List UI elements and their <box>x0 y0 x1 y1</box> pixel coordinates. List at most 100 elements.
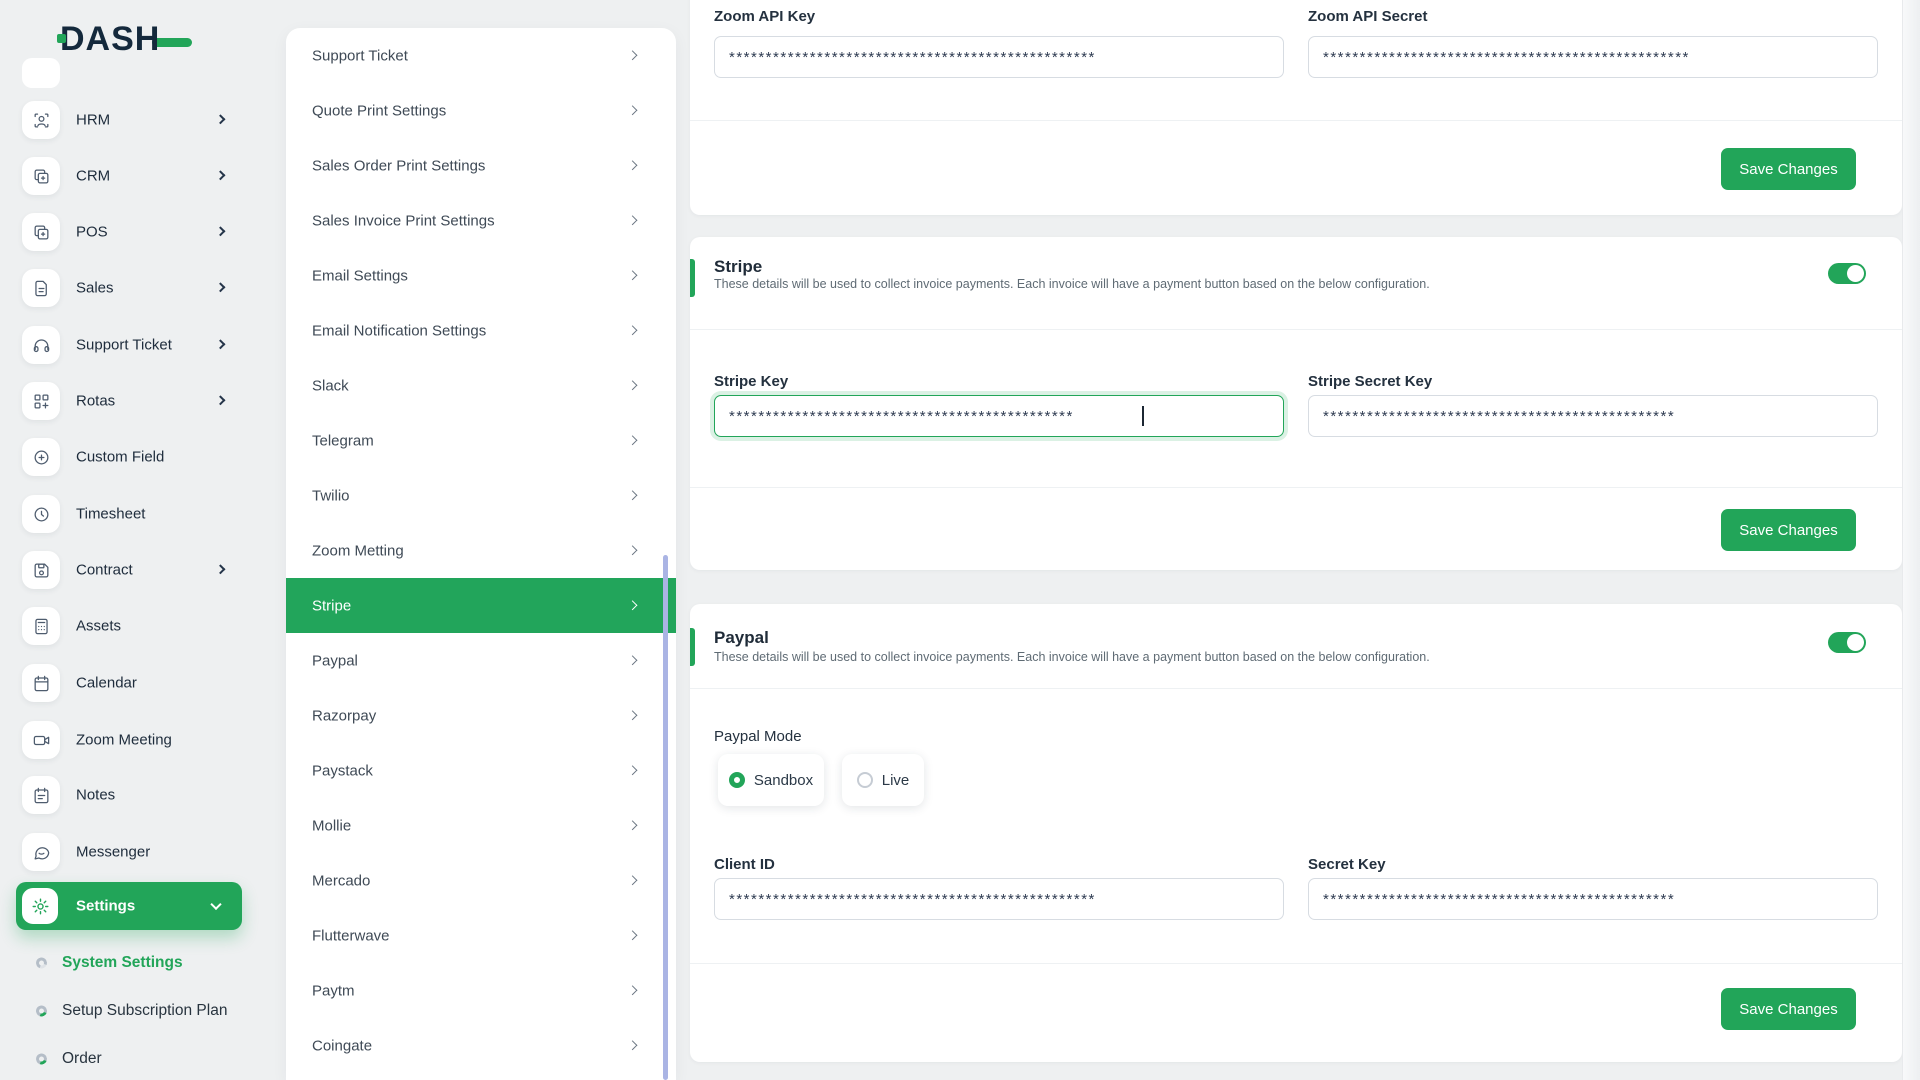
sidebar-item-pos[interactable]: POS <box>0 204 250 260</box>
divider <box>690 329 1902 330</box>
stripe-key-label: Stripe Key <box>714 373 789 390</box>
document-icon <box>22 269 60 307</box>
secret-key-label: Secret Key <box>1308 856 1386 873</box>
sidebar-subitem-label: Order <box>62 1050 102 1067</box>
chevron-right-icon <box>215 170 226 181</box>
video-camera-icon <box>22 721 60 759</box>
page-scrollbar[interactable] <box>1902 0 1920 1080</box>
radio-label: Live <box>881 771 910 789</box>
sidebar-item-support-ticket[interactable]: Support Ticket <box>0 317 250 373</box>
chevron-right-icon <box>627 599 638 610</box>
chevron-right-icon <box>627 104 638 115</box>
stripe-enabled-toggle[interactable] <box>1828 263 1866 284</box>
sidebar-item-label: Zoom Meeting <box>76 731 172 749</box>
sidebar-item-crm[interactable]: CRM <box>0 148 250 204</box>
chevron-right-icon <box>627 764 638 775</box>
chevron-right-icon <box>627 379 638 390</box>
menu-item-razorpay[interactable]: Razorpay <box>286 688 676 743</box>
brand-logo: DASH <box>57 16 193 62</box>
sidebar-item-contract[interactable]: Contract <box>0 542 250 598</box>
chevron-right-icon <box>627 269 638 280</box>
sidebar-item-settings[interactable]: Settings <box>16 882 242 930</box>
logo-dash-icon <box>152 37 193 47</box>
paypal-enabled-toggle[interactable] <box>1828 632 1866 653</box>
menu-item-email-settings[interactable]: Email Settings <box>286 248 676 303</box>
menu-item-coingate[interactable]: Coingate <box>286 1018 676 1073</box>
save-changes-button[interactable]: Save Changes <box>1721 988 1856 1030</box>
stripe-secret-key-input[interactable] <box>1308 395 1878 437</box>
stripe-key-input[interactable] <box>714 395 1284 437</box>
chevron-right-icon <box>627 874 638 885</box>
stripe-settings-card: Stripe These details will be used to col… <box>690 237 1902 570</box>
menu-item-zoom-metting[interactable]: Zoom Metting <box>286 523 676 578</box>
menu-item-stripe[interactable]: Stripe <box>286 578 676 633</box>
sidebar-item-label: HRM <box>76 111 111 129</box>
sidebar-item-hrm[interactable]: HRM <box>0 92 250 148</box>
menu-item-mollie[interactable]: Mollie <box>286 798 676 853</box>
zoom-api-secret-input[interactable] <box>1308 36 1878 78</box>
menu-item-email-notification-settings[interactable]: Email Notification Settings <box>286 303 676 358</box>
clock-icon <box>22 495 60 533</box>
sidebar: DASH HRM CRM POS Sales Support Ticket <box>0 0 250 1080</box>
sidebar-item-label: Custom Field <box>76 448 165 466</box>
menu-item-paypal[interactable]: Paypal <box>286 633 676 688</box>
sidebar-item-calendar[interactable]: Calendar <box>0 655 250 711</box>
menu-item-sales-invoice-print-settings[interactable]: Sales Invoice Print Settings <box>286 193 676 248</box>
section-title: Paypal <box>714 628 769 647</box>
paypal-mode-sandbox-option[interactable]: Sandbox <box>718 754 824 806</box>
chevron-right-icon <box>215 395 226 406</box>
sidebar-item-sales[interactable]: Sales <box>0 260 250 316</box>
toggle-knob <box>1847 265 1864 282</box>
chevron-right-icon <box>627 654 638 665</box>
sidebar-item-messenger[interactable]: Messenger <box>0 824 250 880</box>
sidebar-item-notes[interactable]: Notes <box>0 767 250 823</box>
chat-bubble-icon <box>22 833 60 871</box>
ring-icon <box>34 1003 49 1019</box>
sidebar-subitem-system-settings[interactable]: System Settings <box>0 939 250 987</box>
copy-icon <box>22 213 60 251</box>
chevron-right-icon <box>627 709 638 720</box>
chevron-right-icon <box>215 226 226 237</box>
menu-item-support-ticket[interactable]: Support Ticket <box>286 28 676 83</box>
sidebar-item-timesheet[interactable]: Timesheet <box>0 486 250 542</box>
menu-item-mercado[interactable]: Mercado <box>286 853 676 908</box>
menu-item-skrill[interactable]: Skrill <box>286 1073 676 1080</box>
sidebar-item-zoom-meeting[interactable]: Zoom Meeting <box>0 712 250 768</box>
menu-item-sales-order-print-settings[interactable]: Sales Order Print Settings <box>286 138 676 193</box>
client-id-input[interactable] <box>714 878 1284 920</box>
menu-item-twilio[interactable]: Twilio <box>286 468 676 523</box>
save-changes-button[interactable]: Save Changes <box>1721 509 1856 551</box>
menu-item-quote-print-settings[interactable]: Quote Print Settings <box>286 83 676 138</box>
menu-item-telegram[interactable]: Telegram <box>286 413 676 468</box>
calendar-icon <box>22 664 60 702</box>
sidebar-subitem-order[interactable]: Order <box>0 1035 250 1080</box>
sidebar-subitem-setup-subscription-plan[interactable]: Setup Subscription Plan <box>0 987 250 1035</box>
toggle-knob <box>1847 634 1864 651</box>
nav-item-partial <box>22 58 60 88</box>
menu-item-paytm[interactable]: Paytm <box>286 963 676 1018</box>
chevron-right-icon <box>627 159 638 170</box>
copy-icon <box>22 157 60 195</box>
menu-item-flutterwave[interactable]: Flutterwave <box>286 908 676 963</box>
divider <box>690 120 1902 121</box>
sidebar-item-custom-field[interactable]: Custom Field <box>0 429 250 485</box>
sidebar-item-rotas[interactable]: Rotas <box>0 373 250 429</box>
submenu-scrollbar[interactable] <box>663 555 668 1080</box>
sidebar-item-label: Support Ticket <box>76 336 172 354</box>
zoom-settings-card: Zoom API Key Zoom API Secret Save Change… <box>690 0 1902 215</box>
sidebar-item-label: Timesheet <box>76 505 146 523</box>
sidebar-item-assets[interactable]: Assets <box>0 598 250 654</box>
secret-key-input[interactable] <box>1308 878 1878 920</box>
text-caret <box>1142 406 1144 426</box>
chevron-right-icon <box>627 214 638 225</box>
menu-item-slack[interactable]: Slack <box>286 358 676 413</box>
section-description: These details will be used to collect in… <box>714 650 1430 664</box>
divider <box>690 688 1902 689</box>
zoom-api-key-input[interactable] <box>714 36 1284 78</box>
chevron-right-icon <box>627 929 638 940</box>
menu-item-paystack[interactable]: Paystack <box>286 743 676 798</box>
chevron-down-icon <box>210 898 222 911</box>
save-changes-button[interactable]: Save Changes <box>1721 148 1856 190</box>
paypal-mode-live-option[interactable]: Live <box>842 754 924 806</box>
sidebar-item-label: Calendar <box>76 674 137 692</box>
